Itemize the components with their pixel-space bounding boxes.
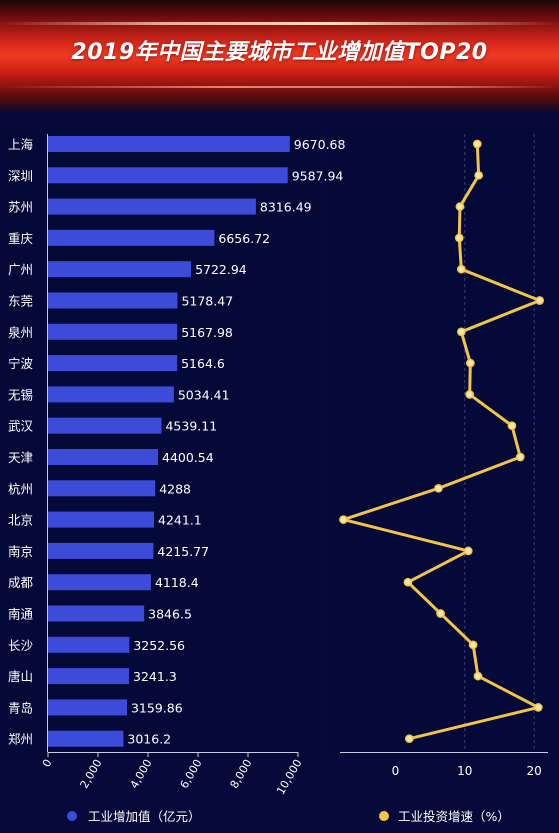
- category-label: 南通: [8, 607, 34, 622]
- chart-title: 2019年中国主要城市工业增加值TOP20: [71, 40, 488, 65]
- line-point: [473, 671, 483, 681]
- bar: [48, 449, 159, 465]
- line-series: [341, 143, 542, 741]
- bar-x-tick-label: 4,000: [128, 757, 155, 791]
- bar-value-label: 9587.94: [292, 168, 344, 183]
- category-label: 上海: [8, 137, 34, 152]
- legend-bar-marker: [67, 811, 77, 821]
- bar-value-label: 4400.54: [162, 450, 214, 465]
- line-point: [339, 515, 348, 524]
- line-point: [454, 233, 464, 243]
- category-label: 天津: [8, 450, 33, 465]
- category-label: 成都: [8, 575, 34, 590]
- bar: [48, 417, 162, 434]
- line-x-tick-label: 10: [457, 764, 472, 778]
- category-label: 杭州: [8, 481, 33, 496]
- category-label: 广州: [8, 262, 33, 277]
- bar: [48, 542, 154, 559]
- bar: [48, 386, 174, 403]
- category-label: 苏州: [8, 200, 33, 215]
- bar-x-tick-label: 2,000: [78, 757, 105, 791]
- line-point: [436, 609, 445, 618]
- line-point: [468, 640, 478, 650]
- bar-value-label: 5164.6: [181, 356, 225, 371]
- bar-value-label: 9670.68: [294, 137, 346, 152]
- bar: [48, 355, 178, 372]
- bar-value-label: 5722.94: [195, 262, 247, 277]
- bar: [48, 136, 290, 152]
- bar-value-label: 4539.11: [165, 419, 217, 434]
- bar-value-label: 5167.98: [181, 325, 233, 340]
- line-chart-panel: [331, 128, 559, 758]
- category-label: 无锡: [8, 387, 33, 402]
- bar-x-tick-label: 10,000: [274, 757, 305, 797]
- category-label: 泉州: [8, 325, 33, 340]
- bar: [48, 699, 127, 716]
- bar: [48, 261, 192, 278]
- line-point: [463, 546, 473, 556]
- bar-x-tick-label: 0: [40, 757, 55, 770]
- bar: [48, 574, 151, 591]
- line-point: [465, 390, 475, 399]
- bar: [48, 323, 178, 340]
- bar: [48, 292, 178, 309]
- bar-value-label: 8316.49: [260, 200, 312, 215]
- category-label: 宁波: [8, 356, 34, 371]
- bar-value-label: 4215.77: [157, 544, 209, 559]
- bar-value-label: 3159.86: [131, 700, 183, 715]
- bar-value-label: 4241.1: [158, 513, 202, 528]
- category-label: 北京: [8, 513, 33, 528]
- bar: [48, 636, 130, 653]
- line-point: [515, 452, 525, 462]
- category-label: 重庆: [8, 231, 34, 246]
- line-point: [474, 170, 484, 180]
- bar: [48, 198, 256, 215]
- bar: [48, 480, 156, 497]
- bar-value-label: 5034.41: [178, 387, 230, 402]
- category-label: 深圳: [8, 168, 33, 183]
- category-label: 长沙: [8, 638, 34, 653]
- category-label: 南京: [8, 544, 33, 559]
- category-label: 郑州: [8, 732, 33, 747]
- line-point: [507, 421, 517, 431]
- line-point: [404, 734, 414, 744]
- category-label: 武汉: [8, 419, 34, 434]
- bar: [48, 167, 288, 184]
- line-point: [456, 264, 466, 274]
- line-point: [455, 202, 465, 211]
- legend-line-marker: [379, 811, 389, 821]
- bar-value-label: 5178.47: [181, 294, 233, 309]
- bar-x-tick-label: 8,000: [228, 757, 255, 791]
- bar-value-label: 4118.4: [155, 575, 199, 590]
- bar: [48, 511, 155, 528]
- bar: [48, 668, 130, 685]
- line-point: [403, 577, 413, 587]
- line-point: [472, 139, 482, 149]
- bar: [48, 605, 145, 622]
- category-label: 东莞: [8, 294, 33, 309]
- bar-value-label: 3846.5: [148, 607, 192, 622]
- category-label: 唐山: [8, 669, 33, 684]
- legend-bar-label: 工业增加值（亿元）: [88, 809, 201, 824]
- bar-x-tick-label: 6,000: [178, 757, 205, 791]
- legend-line-label: 工业投资增速（%）: [398, 809, 510, 824]
- bar: [48, 229, 215, 246]
- line-point: [456, 327, 466, 337]
- line-point: [535, 296, 545, 305]
- line-point: [465, 358, 475, 368]
- bar: [48, 730, 124, 747]
- category-label: 青岛: [8, 700, 33, 715]
- bar-value-label: 3016.2: [127, 732, 171, 747]
- line-point: [434, 483, 443, 493]
- bar-value-label: 3252.56: [133, 638, 185, 653]
- line-x-tick-label: 0: [392, 764, 400, 778]
- bar-value-label: 3241.3: [133, 669, 177, 684]
- line-x-tick-label: 20: [526, 764, 541, 778]
- line-point: [533, 703, 543, 712]
- bar-value-label: 6656.72: [218, 231, 270, 246]
- bar-value-label: 4288: [159, 481, 191, 496]
- header-banner: [0, 0, 559, 112]
